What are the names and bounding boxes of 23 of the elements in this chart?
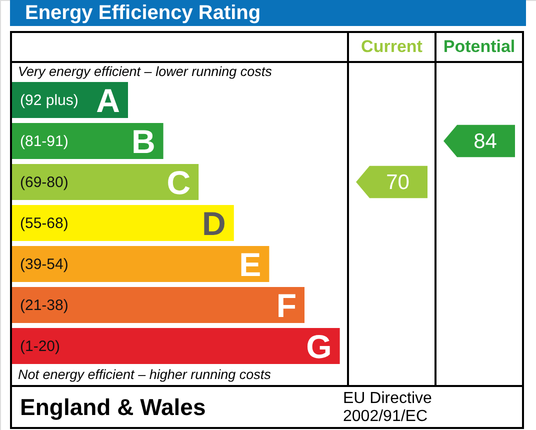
category-label: A	[96, 82, 120, 119]
text: Very energy efficient – lower running costs	[18, 64, 272, 79]
category-label: E	[239, 246, 262, 283]
category-label: B	[131, 123, 156, 160]
text: Current	[361, 37, 423, 56]
category-label: G	[306, 328, 332, 365]
text: Potential	[443, 37, 516, 56]
text: (55-68)	[20, 215, 68, 232]
text: EU Directive 2002/91/EC	[343, 390, 432, 425]
data-label: 70	[386, 171, 410, 194]
text: (92 plus)	[20, 92, 78, 109]
text: (1-20)	[20, 338, 60, 355]
category-label: C	[166, 164, 191, 201]
category-label: F	[276, 287, 296, 324]
text: (69-80)	[20, 174, 68, 191]
text: Energy Efficiency Rating	[25, 2, 261, 24]
text: (81-91)	[20, 133, 68, 150]
category-label: D	[202, 205, 226, 242]
text: (21-38)	[20, 297, 68, 314]
text: Not energy efficient – higher running costs	[18, 367, 272, 382]
text: England & Wales	[20, 394, 206, 420]
text: (39-54)	[20, 256, 68, 273]
data-label: 84	[474, 130, 498, 153]
